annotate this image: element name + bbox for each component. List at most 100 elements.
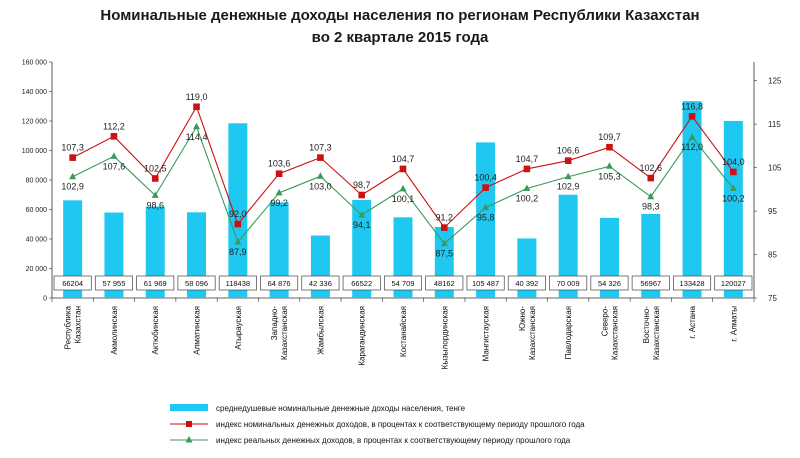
category-label-line: Восточно- (642, 306, 651, 344)
nominal-index-marker (606, 143, 613, 151)
income-bar (145, 206, 165, 298)
real-index-marker (234, 237, 242, 245)
left-tick-label: 20 000 (26, 266, 48, 273)
nominal-index-marker (688, 113, 696, 120)
category-label-line: Карагандинская (358, 306, 367, 366)
category-label: г. Астана (688, 305, 697, 338)
bar-value-box (53, 275, 92, 291)
nominal-index-label: 102,5 (144, 163, 167, 173)
nominal-index-marker (647, 174, 655, 182)
nominal-index-marker (69, 154, 76, 161)
bar-value-box (714, 275, 753, 291)
nominal-index-label: 102,6 (639, 163, 662, 173)
category-label: Атырауская (234, 306, 243, 350)
category-label-line: Костанайская (399, 306, 408, 357)
category-label-line: Акмолинская (110, 306, 119, 355)
nominal-index-label: 92,0 (229, 209, 247, 219)
real-index-label: 100,2 (722, 193, 745, 203)
bar-value-label: 48162 (434, 279, 455, 288)
legend-real-label: индекс реальных денежных доходов, в проц… (216, 436, 571, 445)
left-tick-label: 60 000 (26, 207, 48, 214)
right-tick-label: 75 (768, 294, 777, 303)
legend-nominal-marker (186, 421, 192, 427)
income-bar (352, 199, 372, 298)
category-label-line: г. Алматы (729, 306, 738, 342)
income-bar (476, 142, 496, 298)
real-index-marker (688, 133, 696, 140)
bar-value-label: 120027 (721, 279, 746, 288)
category-label-line: Мангистауская (482, 306, 491, 361)
real-index-label: 87,5 (436, 249, 454, 259)
bar-value-label: 40 392 (515, 279, 538, 288)
bar-value-box (590, 275, 629, 291)
nominal-index-label: 116,8 (681, 101, 703, 111)
chart-title-line2: во 2 квартале 2015 года (312, 29, 489, 46)
real-index-label: 99,2 (270, 198, 288, 208)
left-tick-label: 80 000 (26, 178, 48, 185)
bar-value-label: 66204 (62, 279, 83, 288)
bar-value-box (94, 275, 133, 291)
bar-value-box (342, 275, 381, 291)
real-index-marker (69, 172, 77, 180)
bar-value-label: 54 326 (598, 279, 621, 288)
bar-value-box (177, 275, 216, 291)
real-index-label: 98,3 (642, 202, 660, 212)
real-index-marker (605, 162, 613, 169)
right-tick-label: 125 (768, 77, 782, 86)
income-bar (723, 120, 743, 298)
real-index-marker (316, 172, 324, 179)
bar-value-label: 57 955 (102, 279, 125, 288)
real-index-marker (110, 152, 118, 159)
real-index-marker (523, 184, 531, 191)
bar-value-box (466, 275, 505, 291)
left-tick-label: 100 000 (22, 148, 47, 155)
left-tick-label: 120 000 (22, 119, 47, 126)
real-index-marker (647, 192, 655, 200)
real-index-marker (193, 122, 201, 130)
bar-value-box (384, 275, 422, 291)
real-index-marker (275, 188, 283, 196)
category-label-line: Актюбинская (151, 306, 160, 355)
category-label: Акмолинская (110, 306, 119, 355)
bar-value-box (507, 275, 546, 291)
category-label: Южно-Казахстанская (518, 306, 537, 360)
bar-value-box (301, 275, 340, 291)
bar-value-label: 61 969 (144, 279, 167, 288)
category-label-line: Северо- (600, 306, 609, 337)
bar-value-box (631, 275, 670, 291)
nominal-index-marker (110, 133, 118, 140)
income-bar (558, 194, 578, 298)
bar-value-box (136, 275, 175, 291)
category-label: Актюбинская (151, 306, 160, 355)
nominal-index-marker (317, 154, 324, 161)
nominal-index-label: 109,7 (598, 132, 621, 142)
category-label: Костанайская (399, 306, 408, 357)
real-index-marker (440, 239, 448, 247)
real-index-marker (151, 191, 159, 198)
left-tick-label: 40 000 (26, 237, 48, 244)
right-tick-label: 105 (768, 164, 782, 173)
left-tick-label: 160 000 (22, 60, 47, 67)
left-tick-label: 0 (43, 296, 47, 303)
nominal-index-label: 112,2 (103, 121, 125, 131)
left-tick-label: 140 000 (22, 89, 47, 96)
nominal-index-label: 106,6 (557, 146, 580, 156)
nominal-index-marker (275, 170, 283, 177)
category-label: г. Алматы (729, 306, 738, 342)
bar-value-label: 64 876 (268, 279, 291, 288)
category-label: Мангистауская (482, 306, 491, 361)
real-index-label: 114,4 (186, 132, 208, 142)
real-index-label: 102,9 (61, 182, 84, 192)
real-index-label: 98,6 (146, 200, 164, 210)
right-tick-label: 85 (768, 251, 777, 260)
category-label: Жамбылская (316, 306, 325, 355)
real-index-label: 87,9 (229, 247, 247, 257)
bar-value-label: 56967 (640, 279, 661, 288)
category-label-line: Жамбылская (316, 306, 325, 355)
nominal-index-marker (399, 165, 407, 173)
bar-value-box (425, 275, 464, 291)
real-index-marker (564, 172, 572, 180)
chart-title-line1: Номинальные денежные доходы населения по… (100, 7, 699, 24)
bar-value-label: 58 096 (185, 279, 208, 288)
